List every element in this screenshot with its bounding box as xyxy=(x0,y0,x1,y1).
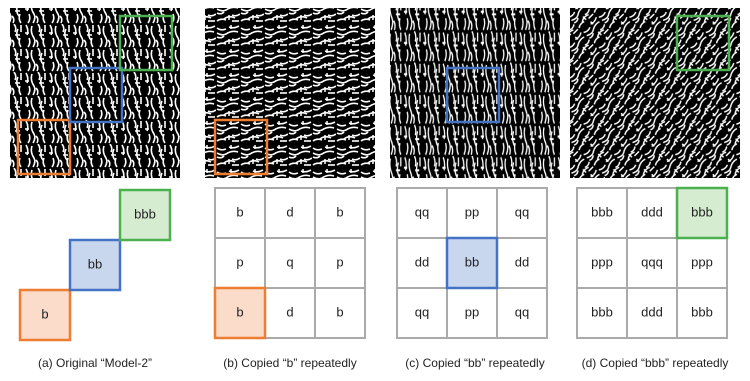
caption: (b) Copied “b” repeatedly xyxy=(223,356,356,370)
cell-label: p xyxy=(336,254,343,269)
texture-image xyxy=(205,8,375,178)
cell-label: b xyxy=(41,306,48,321)
cell-label: d xyxy=(286,204,293,219)
caption: (a) Original “Model-2” xyxy=(38,356,152,370)
cell-label: b xyxy=(236,204,243,219)
cell-label: bbb xyxy=(691,204,713,219)
cell-label: bbb xyxy=(591,304,613,319)
cell-label: b xyxy=(336,204,343,219)
cell-label: qqq xyxy=(641,254,663,269)
cell-label: p xyxy=(236,254,243,269)
cell-label: dd xyxy=(515,254,529,269)
cell-label: qq xyxy=(415,304,429,319)
cell-label: pp xyxy=(465,204,479,219)
cell-label: bb xyxy=(88,256,102,271)
cell-label: b xyxy=(236,304,243,319)
cell-label: qq xyxy=(515,304,529,319)
cell-label: qq xyxy=(515,204,529,219)
texture-image xyxy=(10,8,180,178)
cell-label: q xyxy=(286,254,293,269)
cell-label: bbb xyxy=(691,304,713,319)
caption: (c) Copied “bb” repeatedly xyxy=(405,356,544,370)
cell-label: ppp xyxy=(591,254,613,269)
figure: bbbbbb(a) Original “Model-2”bdbpqpdbb(b)… xyxy=(0,0,750,376)
cell-label: pp xyxy=(465,304,479,319)
texture-image xyxy=(570,8,740,178)
texture-image xyxy=(390,8,560,178)
cell-label: ddd xyxy=(641,204,663,219)
cell-label: bbb xyxy=(591,204,613,219)
cell-label: d xyxy=(286,304,293,319)
caption: (d) Copied “bbb” repeatedly xyxy=(582,356,729,370)
cell-label: dd xyxy=(415,254,429,269)
cell-label: b xyxy=(336,304,343,319)
cell-label: ddd xyxy=(641,304,663,319)
cell-label: qq xyxy=(415,204,429,219)
cell-label: ppp xyxy=(691,254,713,269)
cell-label: bbb xyxy=(134,206,156,221)
cell-label: bb xyxy=(465,254,479,269)
